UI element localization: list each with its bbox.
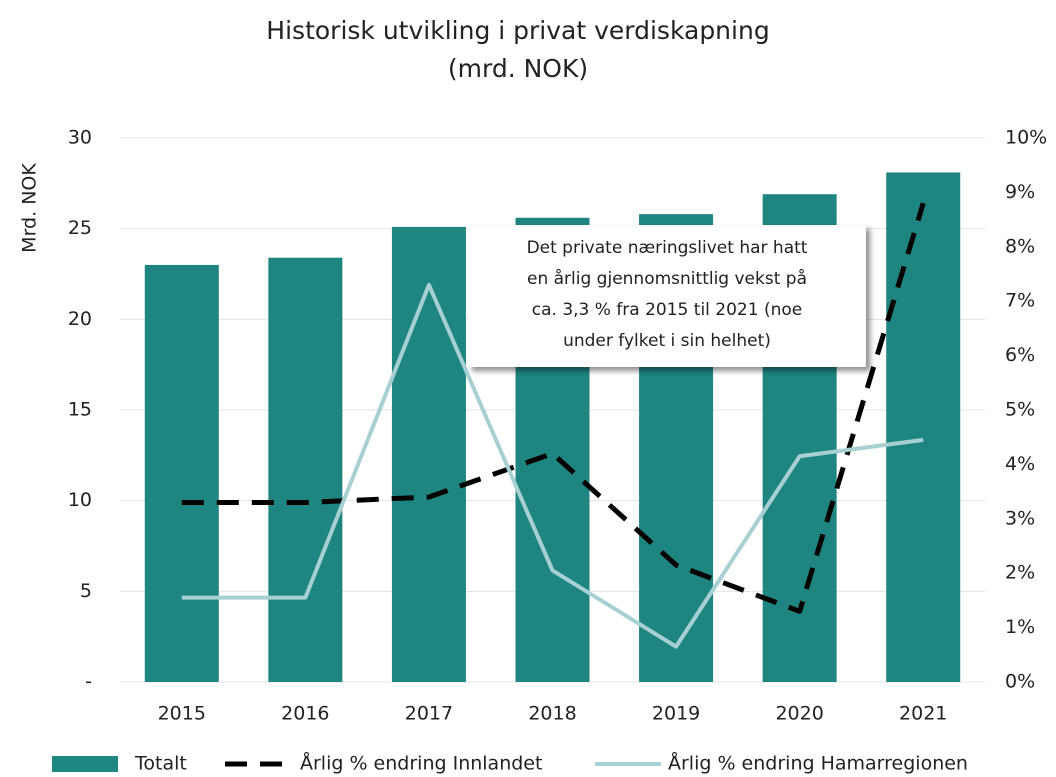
y2-tick-label: 2% bbox=[1005, 562, 1035, 584]
y2-tick-label: 10% bbox=[1005, 127, 1047, 149]
y-tick-label: 20 bbox=[68, 308, 92, 330]
legend-label: Årlig % endring Innlandet bbox=[300, 752, 542, 775]
x-tick-label: 2019 bbox=[652, 703, 700, 725]
legend-label: Totalt bbox=[134, 753, 187, 775]
x-tick-label: 2015 bbox=[158, 703, 206, 725]
y-tick-label: - bbox=[85, 671, 92, 693]
annotation-line: ca. 3,3 % fra 2015 til 2021 (noe bbox=[532, 300, 802, 320]
annotation-line: Det private næringslivet har hatt bbox=[527, 238, 808, 258]
y-tick-label: 25 bbox=[68, 217, 92, 239]
y2-tick-label: 3% bbox=[1005, 507, 1035, 529]
legend-swatch bbox=[52, 756, 118, 772]
y-tick-label: 15 bbox=[68, 399, 92, 421]
bar bbox=[391, 226, 466, 682]
chart-subtitle: (mrd. NOK) bbox=[448, 54, 588, 83]
bar bbox=[886, 172, 961, 682]
x-tick-label: 2018 bbox=[528, 703, 576, 725]
line-series bbox=[181, 202, 926, 614]
annotation-line: en årlig gjennomsnittlig vekst på bbox=[527, 268, 807, 289]
chart-title: Historisk utvikling i privat verdiskapni… bbox=[266, 16, 769, 45]
y2-tick-label: 1% bbox=[1005, 616, 1035, 638]
y2-tick-label: 9% bbox=[1005, 181, 1035, 203]
annotation-line: under fylket i sin helhet) bbox=[563, 331, 771, 351]
x-tick-label: 2017 bbox=[405, 703, 453, 725]
y2-tick-label: 0% bbox=[1005, 671, 1035, 693]
annotation: Det private næringslivet har hatt en årli… bbox=[468, 225, 866, 367]
bar bbox=[268, 257, 343, 682]
annotation-box bbox=[468, 225, 866, 367]
bar bbox=[144, 264, 219, 682]
y-tick-label: 10 bbox=[68, 489, 92, 511]
y2-tick-label: 4% bbox=[1005, 453, 1035, 475]
y2-tick-label: 5% bbox=[1005, 399, 1035, 421]
x-tick-label: 2021 bbox=[899, 703, 947, 725]
y2-tick-label: 7% bbox=[1005, 290, 1035, 312]
x-tick-label: 2020 bbox=[775, 703, 823, 725]
line-series bbox=[181, 282, 924, 649]
y-tick-label: 30 bbox=[68, 127, 92, 149]
y-axis-label: Mrd. NOK bbox=[19, 163, 41, 253]
legend-label: Årlig % endring Hamarregionen bbox=[668, 752, 968, 775]
y2-tick-label: 8% bbox=[1005, 235, 1035, 257]
x-tick-label: 2016 bbox=[281, 703, 329, 725]
y-tick-label: 5 bbox=[80, 580, 92, 602]
y2-tick-label: 6% bbox=[1005, 344, 1035, 366]
